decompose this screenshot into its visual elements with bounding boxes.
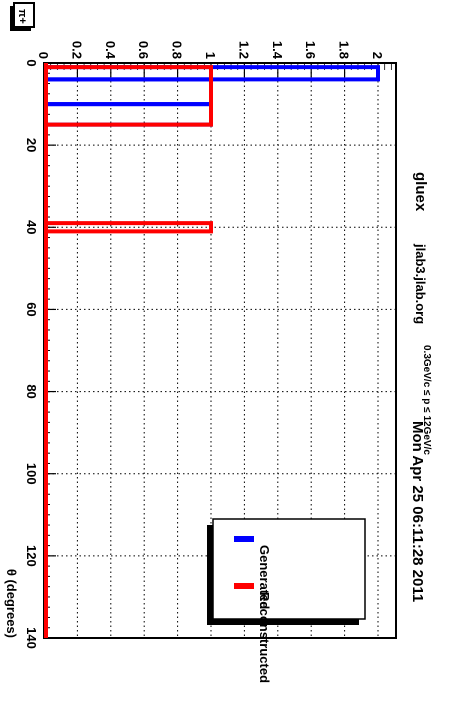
y-tick-label: 0.2 xyxy=(69,41,84,59)
x-tick-label: 40 xyxy=(24,220,39,234)
legend: Generated Reconstructed xyxy=(207,518,366,683)
experiment-label: gluex xyxy=(412,172,429,212)
timestamp: Mon Apr 25 06:11:28 2011 xyxy=(409,421,426,602)
y-tick-label: 0.6 xyxy=(136,41,151,59)
y-tick-label: 1.4 xyxy=(270,41,285,60)
host-label: jlab3.jlab.org xyxy=(413,243,428,324)
x-axis-label: θ (degrees) xyxy=(4,569,19,638)
y-tick-label: 1.8 xyxy=(337,41,352,59)
histogram-bars xyxy=(44,63,380,638)
y-tick-label: 1.2 xyxy=(236,41,251,59)
particle-badge: π+ xyxy=(10,2,35,31)
x-tick-label: 140 xyxy=(24,627,39,649)
grid xyxy=(44,63,396,638)
x-tick-label: 60 xyxy=(24,302,39,316)
y-tick-label: 0 xyxy=(36,52,51,59)
x-tick-label: 100 xyxy=(24,463,39,485)
y-tick-label: 0.8 xyxy=(170,41,185,59)
bar-reconstructed-1 xyxy=(44,221,213,234)
y-tick-label: 0.4 xyxy=(103,41,118,60)
cut-label: 0.3GeV/c ≤ p ≤ 12GeV/c xyxy=(421,345,432,455)
x-tick-label: 20 xyxy=(24,138,39,152)
y-tick-label: 1.6 xyxy=(303,41,318,59)
particle-label: π+ xyxy=(16,9,28,24)
x-axis: 0 20 40 60 80 100 120 140 xyxy=(24,59,56,649)
x-tick-label: 120 xyxy=(24,545,39,567)
legend-entry-generated: Generated xyxy=(257,545,272,609)
y-tick-label: 1 xyxy=(203,52,218,59)
legend-entry-reconstructed: Reconstructed xyxy=(257,592,272,683)
y-tick-label: 2 xyxy=(370,52,385,59)
x-tick-label: 80 xyxy=(24,384,39,398)
bar-reconstructed-0 xyxy=(44,65,213,127)
x-tick-label: 0 xyxy=(24,59,39,66)
